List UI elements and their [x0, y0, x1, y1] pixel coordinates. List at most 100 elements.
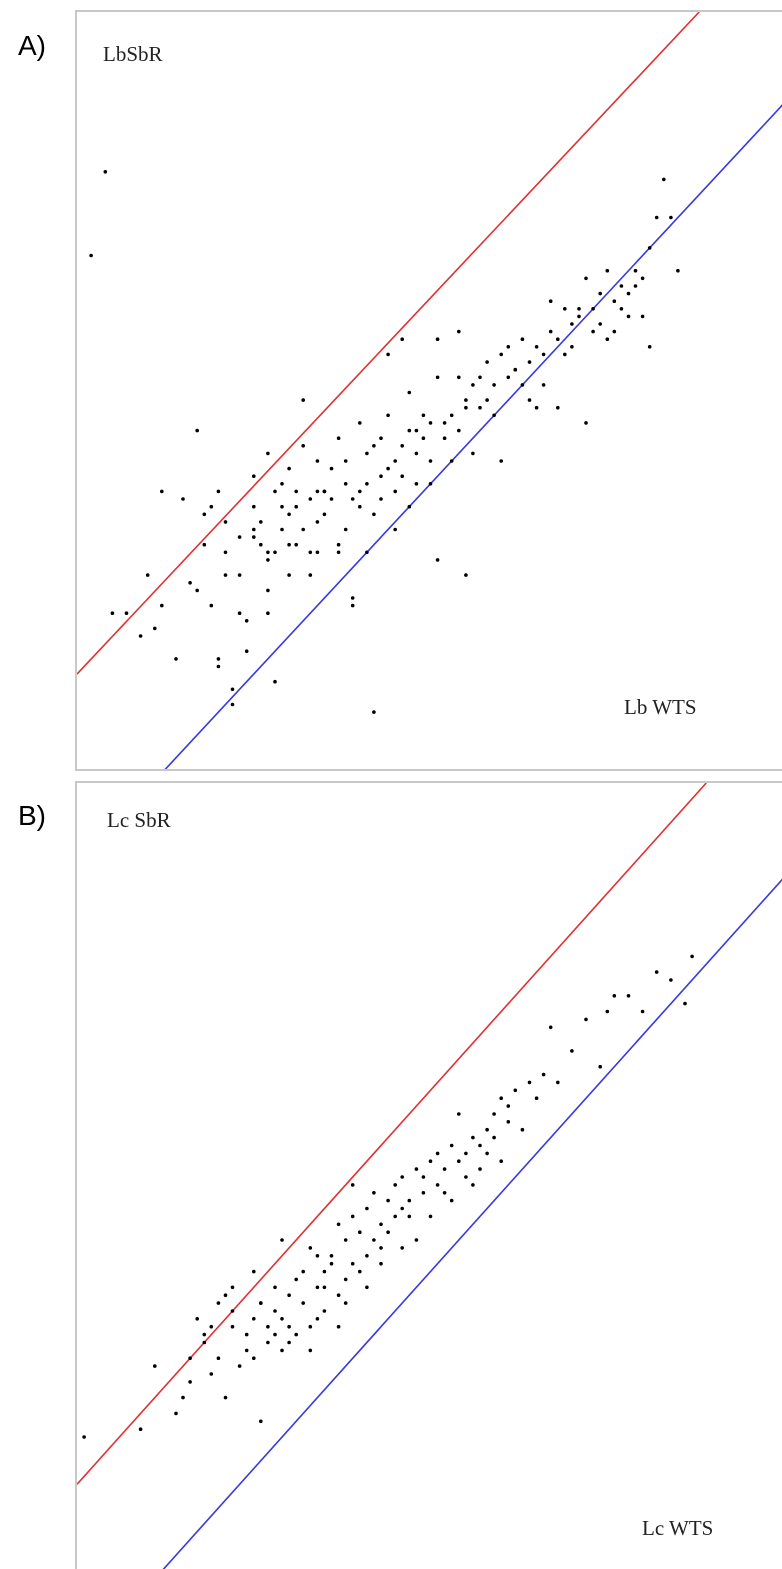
data-point: [471, 1183, 475, 1187]
data-point: [421, 413, 426, 418]
data-point: [400, 1246, 405, 1250]
data-point: [230, 1285, 235, 1290]
data-point: [527, 360, 532, 364]
data-point: [365, 550, 369, 555]
data-point: [273, 1309, 277, 1313]
data-point: [216, 489, 221, 494]
data-point: [612, 994, 617, 998]
data-point: [315, 1254, 320, 1258]
data-point: [449, 1198, 454, 1203]
data-point: [237, 535, 242, 539]
data-point: [492, 413, 496, 418]
data-point: [350, 1183, 355, 1187]
data-point: [421, 1191, 426, 1195]
data-point: [393, 1183, 398, 1187]
data-point: [230, 687, 235, 692]
data-point: [513, 367, 518, 372]
x-axis-label-a: Lb WTS: [624, 695, 697, 719]
data-point: [336, 1293, 341, 1297]
data-point: [435, 337, 440, 342]
data-point: [570, 345, 574, 349]
data-point: [266, 451, 270, 456]
data-point: [513, 1088, 518, 1093]
data-point: [308, 1246, 313, 1250]
data-point: [421, 436, 426, 441]
data-point: [322, 1309, 327, 1313]
data-point: [365, 482, 369, 486]
data-point: [195, 588, 199, 593]
data-point: [457, 1159, 461, 1163]
data-point: [449, 413, 454, 418]
data-point: [435, 1151, 440, 1156]
data-point: [329, 497, 334, 501]
data-point: [273, 489, 277, 494]
data-point: [619, 284, 624, 288]
data-point: [244, 649, 249, 653]
data-point: [478, 375, 482, 380]
data-point: [287, 542, 291, 547]
data-point: [294, 1332, 298, 1337]
data-point: [350, 1261, 355, 1266]
data-point: [428, 1159, 433, 1163]
data-point: [662, 177, 666, 182]
data-point: [584, 276, 588, 281]
data-point: [464, 405, 468, 410]
data-point: [499, 1159, 504, 1163]
data-point: [541, 383, 546, 387]
data-point: [492, 1135, 496, 1140]
data-point: [266, 558, 270, 562]
data-point: [252, 504, 256, 509]
data-point: [350, 497, 355, 501]
data-point: [181, 497, 185, 501]
lower-reference-line: [164, 104, 782, 769]
data-point: [216, 664, 221, 669]
data-point: [252, 1356, 256, 1360]
data-point: [633, 268, 638, 273]
data-point: [407, 428, 412, 433]
data-point: [202, 512, 207, 517]
data-point: [407, 390, 412, 395]
data-point: [400, 337, 405, 342]
data-point: [428, 421, 433, 425]
data-point: [336, 550, 341, 555]
data-point: [343, 459, 348, 463]
data-point: [386, 413, 390, 418]
data-point: [506, 1120, 511, 1124]
data-point: [223, 520, 228, 524]
data-point: [633, 284, 638, 288]
data-point: [202, 542, 207, 547]
data-point: [669, 215, 673, 220]
data-point: [322, 512, 327, 517]
data-point: [457, 375, 461, 380]
data-point: [598, 1064, 602, 1069]
data-point: [379, 474, 383, 479]
data-point: [301, 527, 305, 532]
data-point: [386, 1198, 390, 1203]
data-point: [407, 1198, 412, 1203]
data-point: [329, 466, 334, 471]
data-point: [365, 1206, 369, 1211]
data-point: [372, 1238, 376, 1242]
data-point: [485, 398, 489, 402]
data-point: [435, 375, 440, 380]
scatter-panel-b: Lc SbR Lc WTS: [75, 781, 782, 1569]
data-point: [301, 444, 305, 448]
data-point: [428, 1214, 433, 1219]
data-point: [358, 421, 362, 425]
data-point: [350, 603, 355, 608]
data-point: [485, 1127, 489, 1132]
y-axis-label-a: LbSbR: [103, 42, 163, 66]
data-point: [308, 497, 313, 501]
data-point: [393, 527, 398, 532]
data-point: [541, 352, 546, 357]
data-point: [223, 1395, 228, 1400]
data-point: [223, 1293, 228, 1297]
data-point: [237, 1364, 242, 1368]
data-point: [160, 603, 164, 608]
data-point: [414, 451, 419, 456]
data-point: [457, 329, 461, 334]
data-point: [435, 558, 440, 562]
data-point: [273, 1332, 277, 1337]
data-point: [315, 1285, 320, 1290]
data-point: [605, 337, 610, 342]
